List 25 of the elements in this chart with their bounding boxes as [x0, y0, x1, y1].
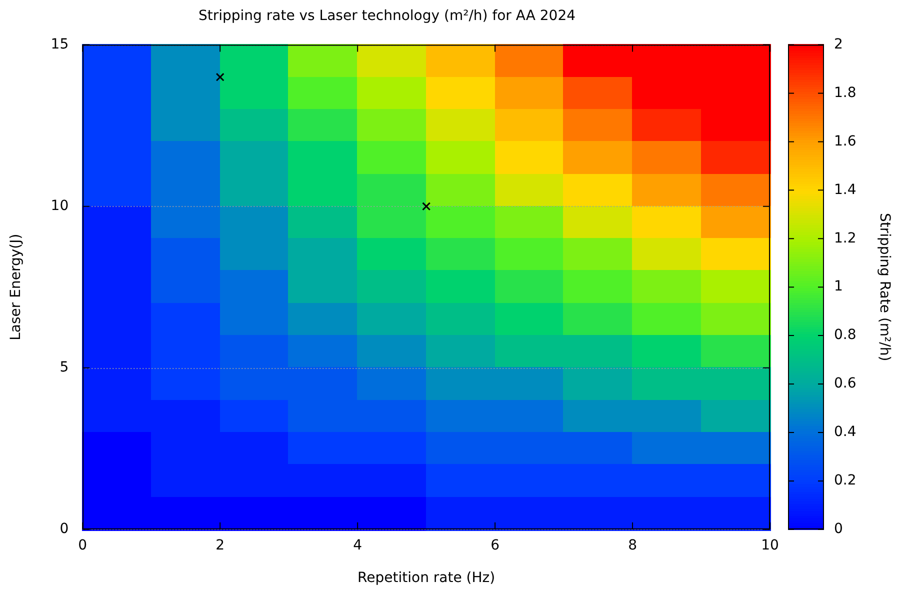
- x-axis-title: Repetition rate (Hz): [358, 570, 496, 586]
- y-tick-label: 5: [60, 360, 69, 376]
- x-tick-label: 10: [761, 537, 779, 554]
- color-bar-label: 1.8: [834, 84, 856, 101]
- color-bar-label: 0.8: [834, 327, 856, 344]
- chart-title: Stripping rate vs Laser technology (m²/h) for AA 2024: [198, 8, 576, 24]
- x-tick-label: 8: [628, 537, 637, 554]
- color-bar-label: 0.4: [834, 424, 856, 440]
- x-tick-label: 4: [353, 537, 362, 554]
- color-bar-title: Stripping Rate (m²/h): [876, 212, 892, 362]
- x-tick-label: 6: [490, 537, 500, 554]
- x-tick-label: 0: [78, 537, 88, 554]
- x-tick-label: 2: [216, 537, 225, 554]
- color-bar-label: 0.6: [834, 376, 856, 392]
- color-bar-label: 1.6: [834, 133, 856, 150]
- y-tick-label: 15: [50, 36, 69, 52]
- color-bar-label: 0.2: [834, 472, 856, 489]
- color-bar-label: 1.2: [834, 230, 856, 246]
- color-bar-label: 2: [834, 36, 843, 52]
- y-tick-label: 10: [50, 198, 69, 214]
- y-axis-title: Laser Energy(J): [8, 234, 24, 340]
- y-tick-label: 0: [60, 521, 69, 538]
- color-bar-label: 1: [834, 278, 843, 295]
- color-bar-label: 0: [834, 521, 843, 538]
- color-bar-label: 1.4: [834, 182, 856, 198]
